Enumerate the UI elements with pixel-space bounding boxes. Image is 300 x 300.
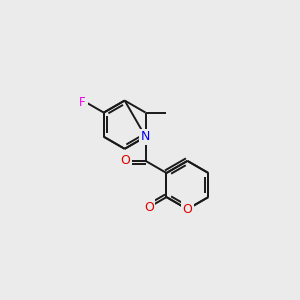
- Text: F: F: [80, 96, 86, 109]
- Text: N: N: [141, 130, 150, 143]
- Text: O: O: [182, 203, 192, 216]
- Text: O: O: [120, 154, 130, 167]
- Text: O: O: [144, 201, 154, 214]
